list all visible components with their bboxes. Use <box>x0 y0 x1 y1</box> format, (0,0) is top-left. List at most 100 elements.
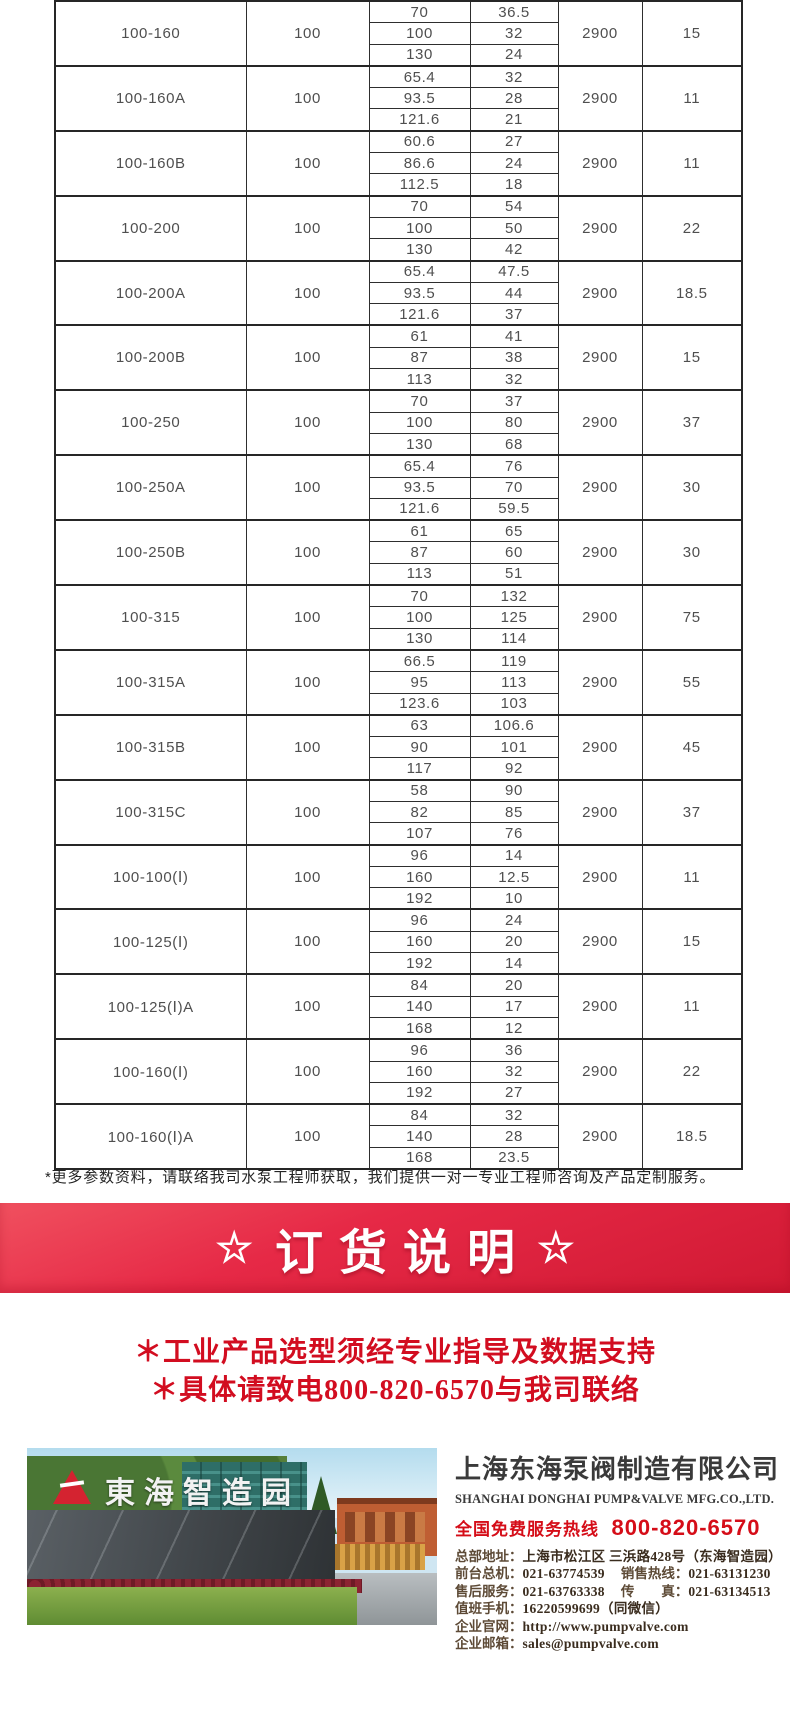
head-cell: 85 <box>469 800 559 824</box>
table-row: 121.6 37 <box>55 303 742 326</box>
email-link[interactable]: sales@pumpvalve.com <box>522 1636 659 1652</box>
head-cell: 59.5 <box>469 497 559 521</box>
head-cell: 36.5 <box>469 0 559 24</box>
flow-cell: 192 <box>368 887 471 910</box>
flow-cell: 70 <box>368 584 471 608</box>
table-row: 192 10 <box>55 887 742 910</box>
head-cell: 17 <box>469 995 559 1018</box>
power-cell: 30 <box>641 454 743 521</box>
model-cell: 100-160B <box>54 129 247 197</box>
table-row: 100 125 <box>55 606 742 629</box>
head-cell: 37 <box>469 389 559 413</box>
wall-sign-text: 東海智造园 <box>105 1477 300 1510</box>
contact-value: 021-63774539 <box>522 1566 605 1582</box>
table-row: 93.5 28 <box>55 87 742 110</box>
table-row: 100-160(Ⅰ)A 100 84 32 2900 18.5 <box>54 1103 743 1170</box>
flow-cell: 121.6 <box>368 497 471 521</box>
flow-cell: 130 <box>368 627 471 651</box>
head-cell: 32 <box>469 1060 559 1083</box>
head-cell: 90 <box>469 778 559 802</box>
power-cell: 15 <box>641 0 743 67</box>
contact-line: 企业邮箱：sales@pumpvalve.com <box>455 1635 775 1652</box>
factory-photo: 東海智造园 <box>27 1448 437 1625</box>
contact-value: 021-63131230 <box>688 1566 771 1582</box>
table-row: 87 38 <box>55 346 742 370</box>
table-row: 93.5 44 <box>55 281 742 305</box>
head-cell: 41 <box>469 324 559 348</box>
table-row: 100-250A 100 65.4 76 2900 30 <box>54 454 743 521</box>
flow-cell: 63 <box>368 713 471 738</box>
table-row: 192 14 <box>55 952 742 975</box>
order-info-banner: ☆ 订货说明 ☆ <box>0 1203 790 1293</box>
dn-cell: 100 <box>245 0 370 67</box>
flow-cell: 112.5 <box>368 173 471 197</box>
dn-cell: 100 <box>245 519 370 586</box>
flow-cell: 160 <box>368 865 471 889</box>
head-cell: 114 <box>469 627 559 651</box>
flow-cell: 61 <box>368 324 471 348</box>
speed-cell: 2900 <box>557 389 643 456</box>
flow-cell: 70 <box>368 194 471 218</box>
speed-cell: 2900 <box>557 973 643 1040</box>
head-cell: 32 <box>469 64 559 89</box>
contact-label: 销售热线： <box>620 1566 689 1582</box>
head-cell: 51 <box>469 562 559 586</box>
flow-cell: 60.6 <box>368 129 471 154</box>
head-cell: 20 <box>469 930 559 954</box>
model-cell: 100-200A <box>54 259 247 326</box>
table-row: 100-125(Ⅰ)A 100 84 20 2900 11 <box>54 973 743 1040</box>
head-cell: 54 <box>469 194 559 218</box>
pump-spec-table: 100-160 100 70 36.5 2900 15 100 32 130 24 100-160A… <box>54 0 743 1171</box>
model-cell: 100-200B <box>54 324 247 391</box>
dn-cell: 100 <box>245 129 370 197</box>
head-cell: 28 <box>469 1125 559 1148</box>
speed-cell: 2900 <box>557 0 643 67</box>
table-row: 86.6 24 <box>55 152 742 175</box>
model-cell: 100-250A <box>54 454 247 521</box>
table-row: 82 85 <box>55 800 742 824</box>
table-row: 100 50 <box>55 216 742 240</box>
dn-cell: 100 <box>245 194 370 262</box>
head-cell: 21 <box>469 108 559 132</box>
company-info-block: 上海东海泵阀制造有限公司 SHANGHAI DONGHAI PUMP&VALVE… <box>455 1449 782 1652</box>
flow-cell: 65.4 <box>368 64 471 89</box>
flow-cell: 140 <box>368 995 471 1018</box>
contact-value: 021-63763338 <box>522 1583 605 1599</box>
dn-cell: 100 <box>245 713 370 781</box>
head-cell: 24 <box>469 908 559 932</box>
head-cell: 106.6 <box>469 713 559 738</box>
head-cell: 76 <box>469 822 559 846</box>
table-row: 160 32 <box>55 1060 742 1083</box>
dn-cell: 100 <box>245 1038 370 1105</box>
flow-cell: 121.6 <box>368 108 471 132</box>
table-row: 100-160 100 70 36.5 2900 15 <box>54 0 743 67</box>
table-row: 140 28 <box>55 1125 742 1148</box>
dn-cell: 100 <box>245 389 370 456</box>
model-cell: 100-160(Ⅰ)A <box>54 1103 247 1170</box>
head-cell: 37 <box>469 303 559 326</box>
head-cell: 44 <box>469 281 559 305</box>
table-row: 100-200 100 70 54 2900 22 <box>54 194 743 262</box>
model-cell: 100-125(Ⅰ)A <box>54 973 247 1040</box>
website-link[interactable]: http://www.pumpvalve.com <box>522 1618 689 1634</box>
head-cell: 119 <box>469 648 559 673</box>
table-row: 192 27 <box>55 1081 742 1105</box>
flow-cell: 87 <box>368 541 471 564</box>
table-row: 168 23.5 <box>55 1146 742 1170</box>
flow-cell: 100 <box>368 22 471 45</box>
head-cell: 70 <box>469 476 559 499</box>
flow-cell: 113 <box>368 368 471 391</box>
head-cell: 38 <box>469 346 559 370</box>
table-row: 100-250B 100 61 65 2900 30 <box>54 519 743 586</box>
model-cell: 100-315A <box>54 648 247 716</box>
power-cell: 15 <box>641 324 743 391</box>
power-cell: 55 <box>641 648 743 716</box>
contact-label: 值班手机： <box>455 1601 523 1617</box>
flow-cell: 70 <box>368 389 471 413</box>
flow-cell: 93.5 <box>368 87 471 110</box>
table-row: 100-315A 100 66.5 119 2900 55 <box>54 648 743 716</box>
power-cell: 15 <box>641 908 743 975</box>
contact-lines: 总部地址：上海市松江区 三浜路428号（东海智造园） 前台总机：021-63774… <box>455 1548 782 1652</box>
head-cell: 113 <box>469 671 559 694</box>
hotline-number: 800-820-6570 <box>611 1515 761 1540</box>
